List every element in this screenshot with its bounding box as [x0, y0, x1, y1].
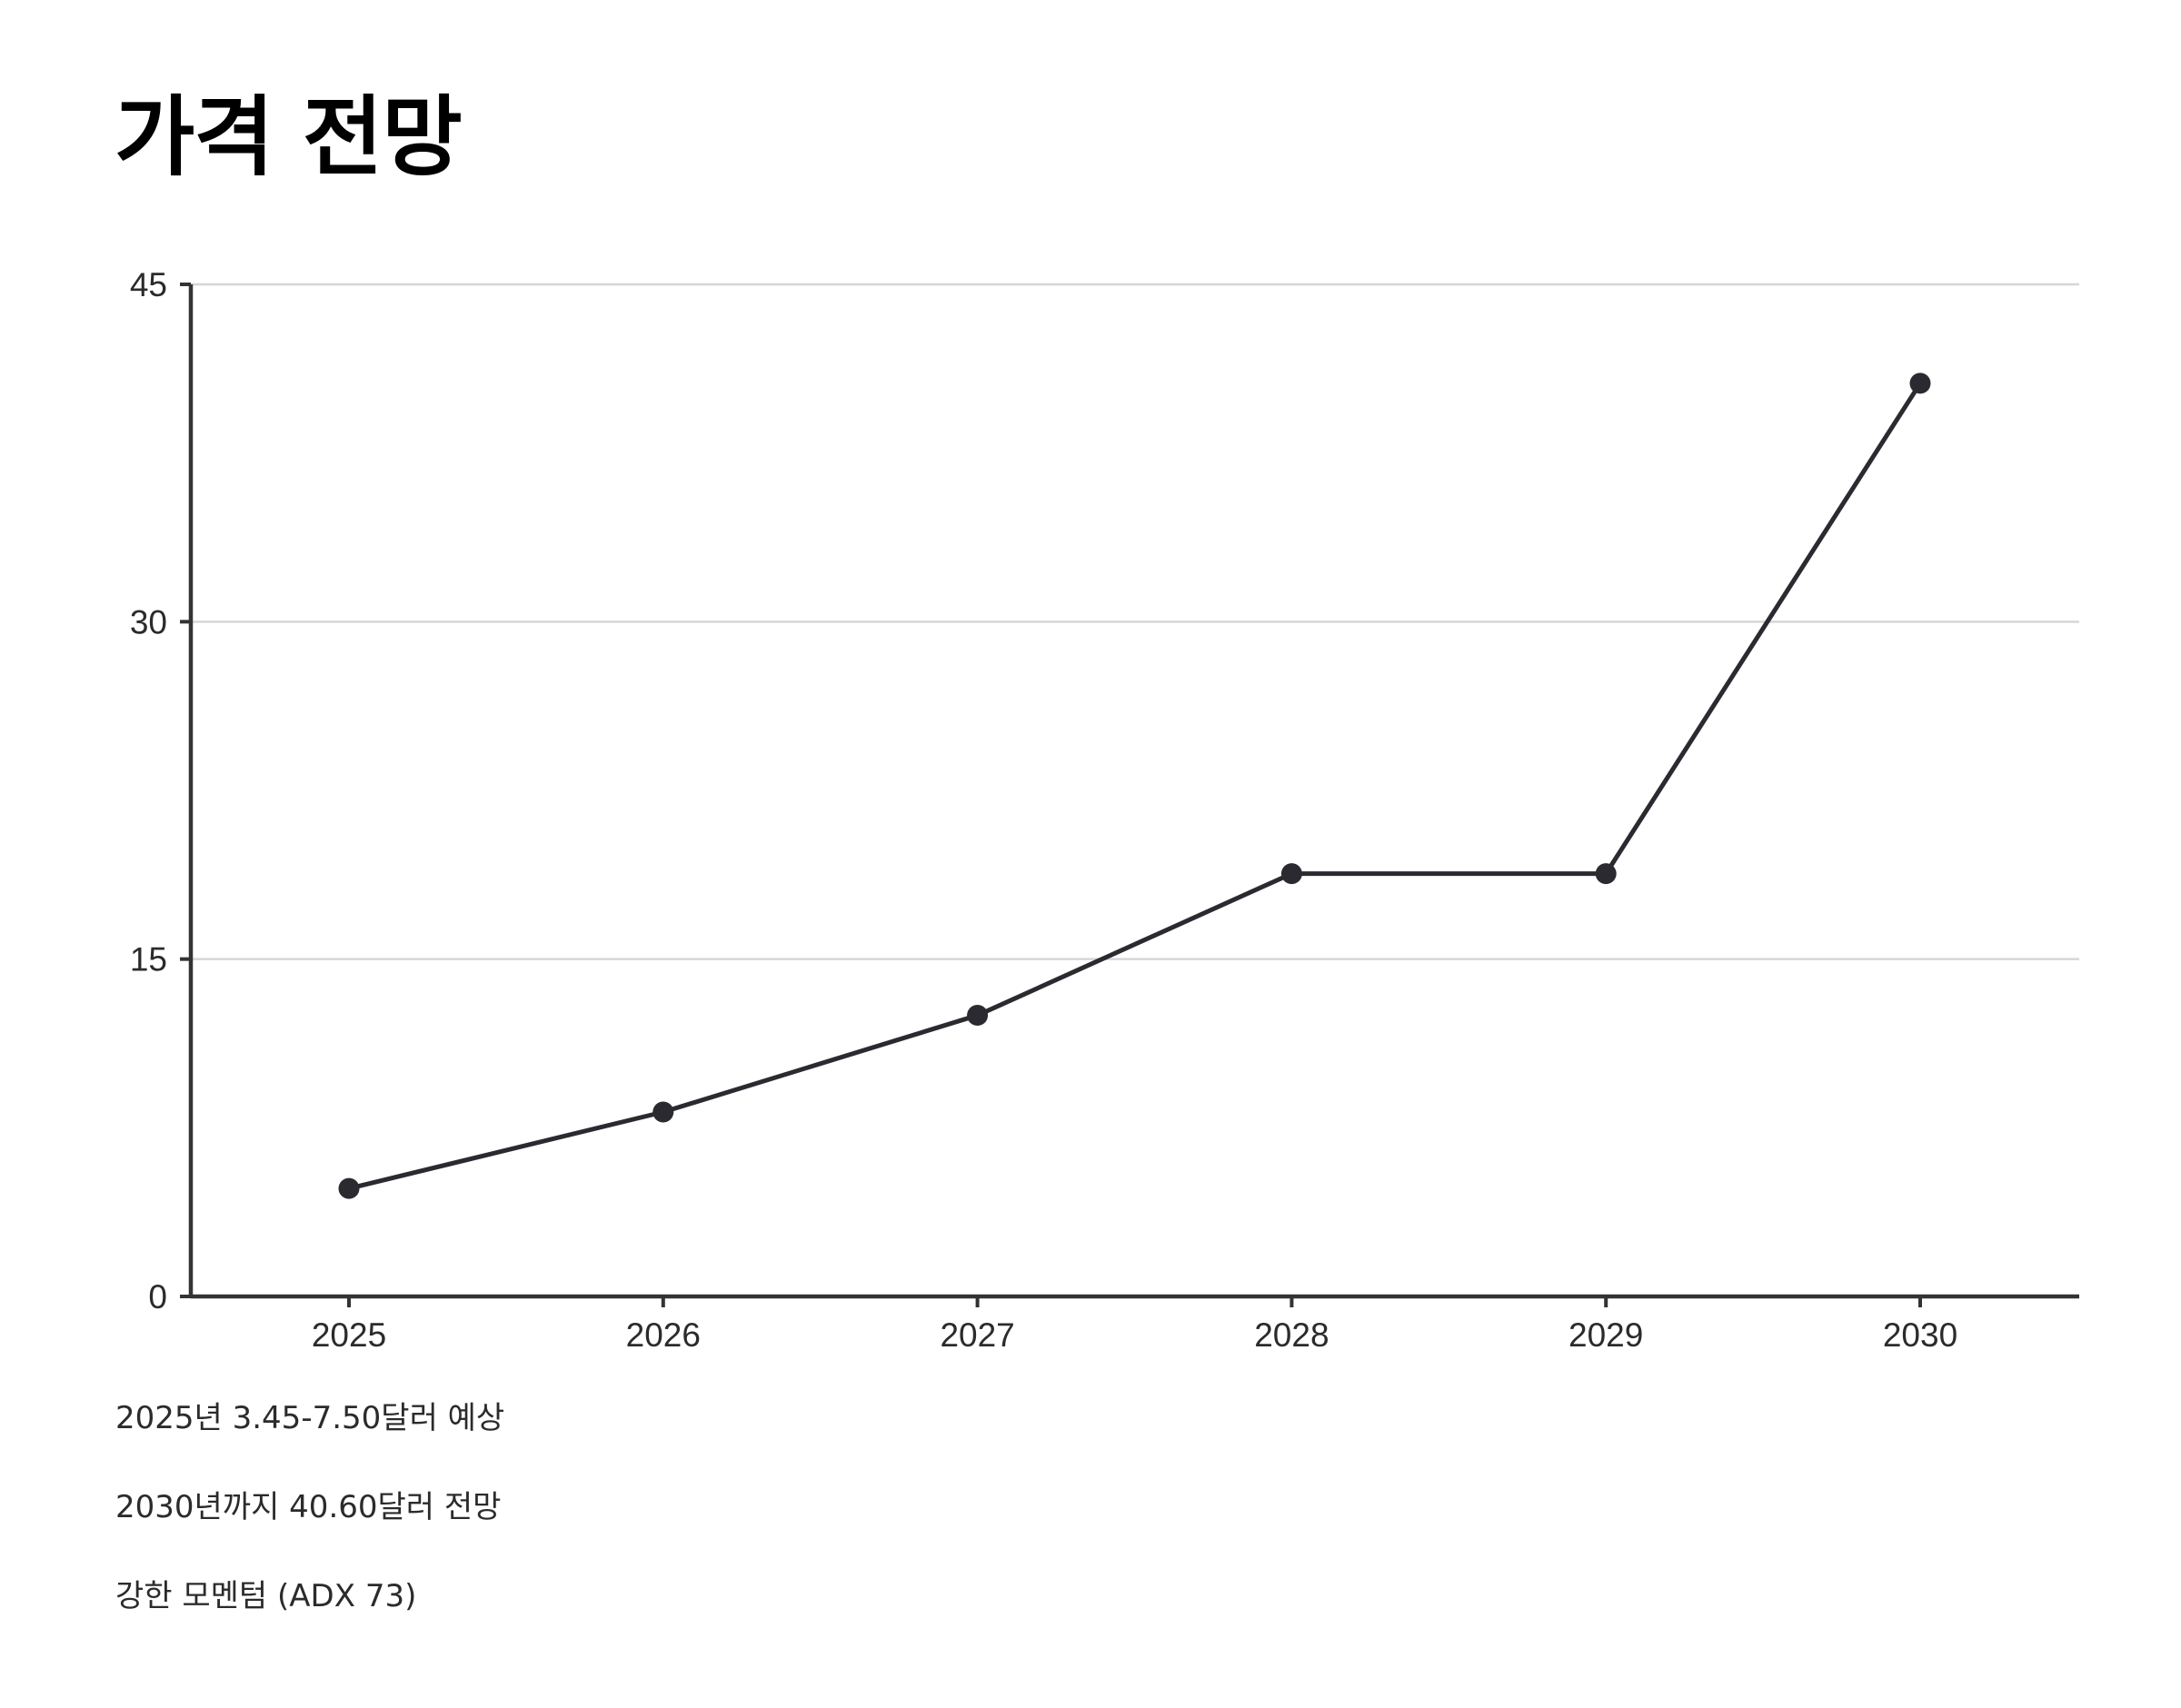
x-tick-label: 2028	[1254, 1316, 1329, 1354]
notes-list: 2025년 3.45-7.50달러 예상 2030년까지 40.60달러 전망 …	[115, 1395, 504, 1663]
data-point	[1280, 863, 1302, 885]
data-point	[967, 1005, 989, 1027]
note-item: 2030년까지 40.60달러 전망	[115, 1489, 502, 1525]
data-point	[652, 1101, 674, 1123]
data-point	[1595, 863, 1617, 885]
x-tick-label: 2027	[940, 1316, 1014, 1354]
x-tick-label: 2026	[626, 1316, 701, 1354]
page-title: 가격 전망	[115, 86, 463, 188]
data-point	[1909, 372, 1931, 394]
grid-layer	[191, 283, 2079, 960]
data-point	[338, 1177, 360, 1199]
y-tick-label: 0	[148, 1278, 167, 1316]
y-tick-label: 30	[130, 603, 167, 640]
series-line	[346, 381, 1923, 1191]
series-layer	[338, 372, 1931, 1199]
y-tick-label: 15	[130, 941, 167, 978]
x-tick-label: 2029	[1569, 1316, 1643, 1354]
x-tick-label: 2025	[312, 1316, 386, 1354]
note-item: 2025년 3.45-7.50달러 예상	[115, 1400, 505, 1436]
x-tick-label: 2030	[1883, 1316, 1957, 1354]
note-item: 강한 모멘텀 (ADX 73)	[115, 1578, 417, 1614]
y-tick-label: 45	[130, 266, 167, 303]
axis-layer: 0 15 30 45 2025 2026 2027 2028 2029 2030	[130, 266, 2079, 1354]
